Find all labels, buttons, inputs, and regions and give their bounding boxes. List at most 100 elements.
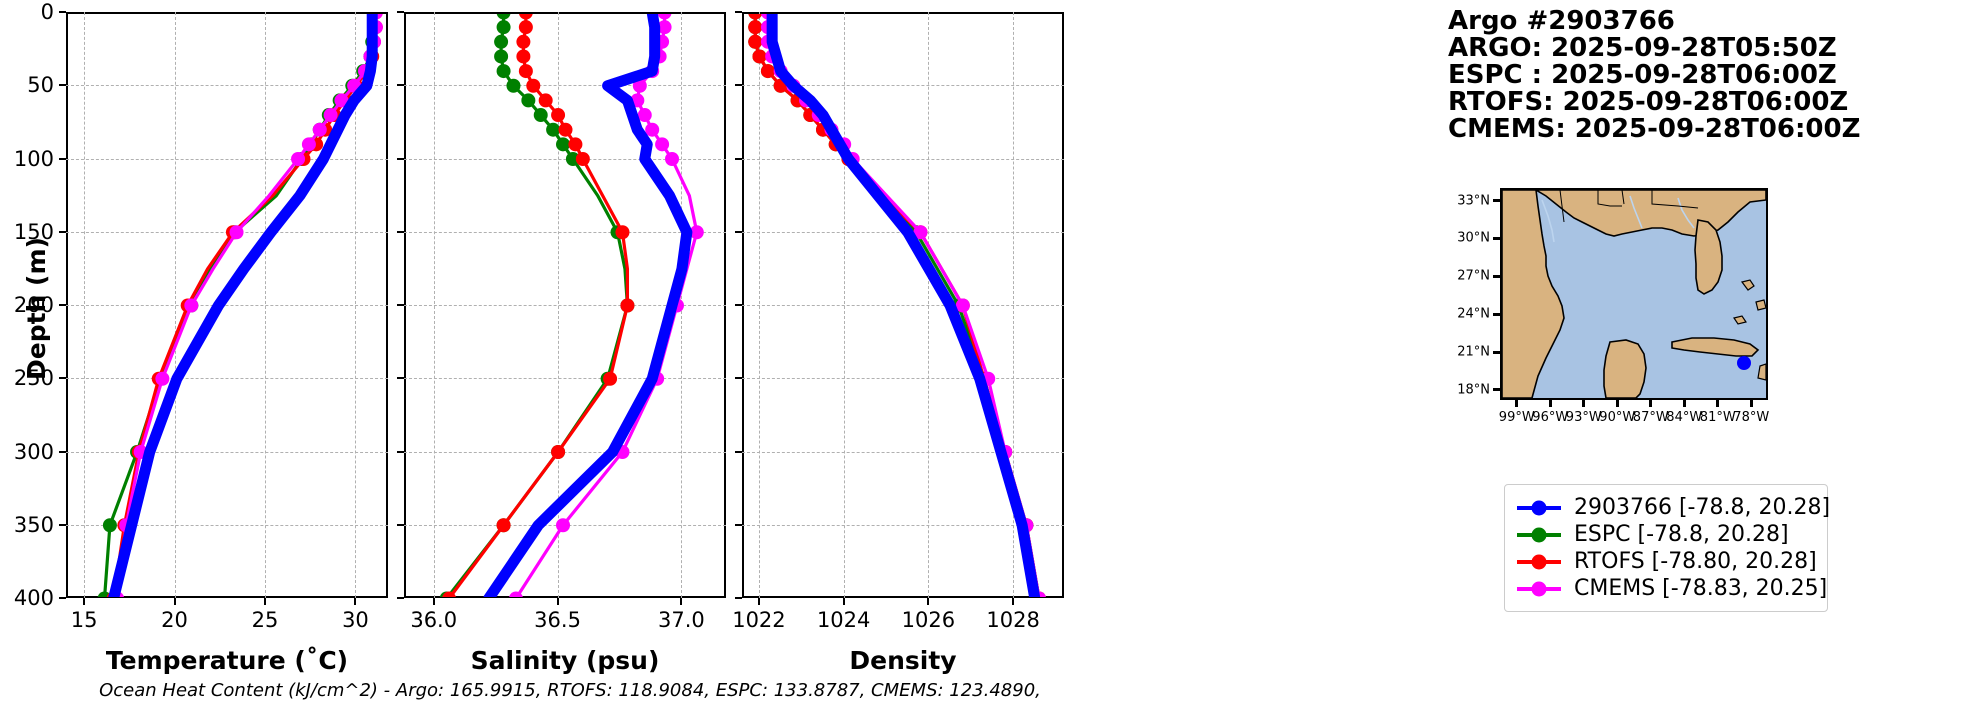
y-tick-mark <box>59 84 66 87</box>
y-tick-label: 150 <box>13 219 54 244</box>
legend-swatch-icon <box>1517 553 1561 571</box>
x-tick-label: 36.5 <box>534 608 581 632</box>
map-lat-label: 24°N <box>1457 306 1490 322</box>
x-axis-title: Temperature (˚C) <box>105 646 349 675</box>
y-tick-mark <box>59 597 66 599</box>
y-tick-mark <box>735 377 742 380</box>
gridline-horizontal <box>404 524 726 526</box>
y-tick-mark <box>59 11 66 13</box>
x-tick-label: 1022 <box>732 608 786 632</box>
x-tick-mark <box>842 598 845 605</box>
x-tick-label: 37.0 <box>658 608 705 632</box>
y-tick-mark <box>59 157 66 160</box>
map-lon-tick <box>1515 399 1519 407</box>
map-lon-tick <box>1649 399 1653 407</box>
gridline-horizontal <box>742 524 1064 526</box>
map-lat-tick <box>1493 388 1501 392</box>
x-axis-title: Salinity (psu) <box>470 646 660 675</box>
legend-item[interactable]: CMEMS [-78.83, 20.25] <box>1517 575 1827 602</box>
x-tick-mark <box>354 598 357 605</box>
x-tick-mark <box>757 598 760 605</box>
gridline-horizontal <box>66 524 388 526</box>
y-tick-mark <box>735 304 742 306</box>
gridline-horizontal <box>66 451 388 453</box>
gridline-horizontal <box>66 305 388 306</box>
y-tick-mark <box>397 597 404 599</box>
map-lon-label: 78°W <box>1733 410 1770 425</box>
y-tick-label: 200 <box>13 293 54 317</box>
y-tick-mark <box>59 450 66 453</box>
y-tick-mark <box>59 523 66 526</box>
x-tick-mark <box>432 598 435 605</box>
legend-label: RTOFS [-78.80, 20.28] <box>1574 549 1817 574</box>
map-lon-tick <box>1582 399 1586 407</box>
x-tick-mark <box>680 598 683 605</box>
gridline-horizontal <box>742 378 1064 380</box>
y-tick-mark <box>735 230 742 233</box>
legend-swatch-icon <box>1517 580 1561 598</box>
y-tick-mark <box>59 304 66 306</box>
x-tick-mark <box>556 598 559 605</box>
gridline-horizontal <box>742 231 1064 233</box>
legend-label: 2903766 [-78.8, 20.28] <box>1574 495 1831 520</box>
y-tick-mark <box>735 84 742 87</box>
gulf-of-mexico-coastline <box>1502 190 1766 398</box>
legend-label: ESPC [-78.8, 20.28] <box>1574 522 1789 547</box>
gridline-horizontal <box>742 305 1064 306</box>
map-lon-tick <box>1615 399 1619 407</box>
y-tick-mark <box>397 304 404 306</box>
map-lon-label: 99°W <box>1498 410 1535 425</box>
x-tick-label: 1028 <box>986 608 1040 632</box>
y-tick-mark <box>735 11 742 13</box>
y-tick-mark <box>397 230 404 233</box>
gridline-horizontal <box>742 451 1064 453</box>
legend-item[interactable]: ESPC [-78.8, 20.28] <box>1517 521 1813 548</box>
y-tick-mark <box>735 450 742 453</box>
x-tick-label: 15 <box>70 608 98 632</box>
series-legend: 2903766 [-78.8, 20.28] ESPC [-78.8, 20.28… <box>1504 484 1830 612</box>
y-tick-mark <box>59 377 66 380</box>
gridline-horizontal <box>66 378 388 380</box>
gridline-horizontal <box>404 231 726 233</box>
map-lat-label: 18°N <box>1457 382 1490 398</box>
map-lon-label: 90°W <box>1599 410 1636 425</box>
map-lon-label: 87°W <box>1632 410 1669 425</box>
x-tick-mark <box>927 598 930 605</box>
gridline-horizontal <box>66 231 388 233</box>
x-tick-label: 1026 <box>901 608 956 632</box>
x-tick-label: 1024 <box>816 608 871 632</box>
map-lat-tick <box>1493 350 1501 354</box>
map-inset <box>1500 188 1768 400</box>
y-tick-mark <box>735 157 742 160</box>
map-lon-tick <box>1682 399 1686 407</box>
float-position-marker <box>1737 356 1752 371</box>
map-lon-label: 84°W <box>1666 410 1703 425</box>
legend-swatch-icon <box>1517 526 1561 544</box>
y-tick-label: 100 <box>13 146 54 171</box>
map-lon-label: 96°W <box>1532 410 1569 425</box>
y-tick-mark <box>397 84 404 87</box>
y-tick-label: 400 <box>13 586 54 610</box>
x-tick-label: 20 <box>161 608 188 632</box>
legend-item[interactable]: RTOFS [-78.80, 20.28] <box>1517 548 1817 575</box>
y-tick-mark <box>397 450 404 453</box>
map-lat-label: 30°N <box>1457 230 1490 246</box>
y-tick-label: 250 <box>13 366 54 391</box>
y-axis-title: Depth (m) <box>22 237 51 380</box>
legend-swatch-icon <box>1517 499 1561 517</box>
map-lat-tick <box>1493 274 1501 278</box>
map-lat-tick <box>1493 199 1501 203</box>
map-lon-tick <box>1749 399 1753 407</box>
map-lat-tick <box>1493 236 1501 240</box>
y-tick-label: 300 <box>13 439 54 464</box>
gridline-horizontal <box>404 158 726 160</box>
gridline-horizontal <box>404 451 726 453</box>
legend-item[interactable]: 2903766 [-78.8, 20.28] <box>1517 494 1830 521</box>
map-lat-label: 33°N <box>1457 193 1490 209</box>
metadata-header: Argo #2903766 ARGO: 2025-09-28T05:50Z ES… <box>1448 6 1861 144</box>
y-tick-label: 350 <box>13 512 54 537</box>
map-lat-label: 27°N <box>1457 268 1490 284</box>
x-tick-mark <box>173 598 176 605</box>
y-tick-mark <box>397 157 404 160</box>
x-axis-title: Density <box>849 646 957 675</box>
